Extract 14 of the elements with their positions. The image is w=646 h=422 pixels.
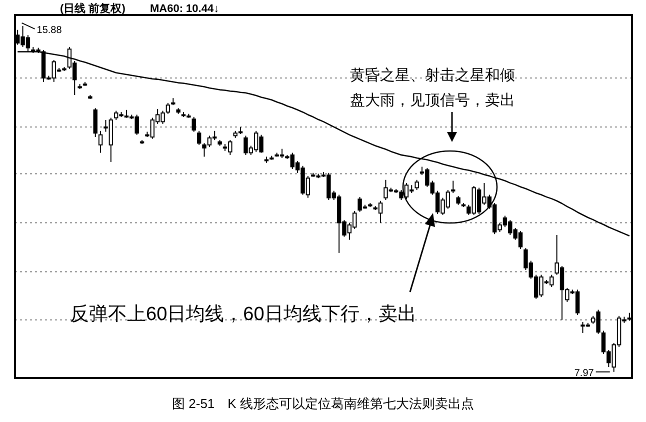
caption: 图 2-51 K 线形态可以定位葛南维第七大法则卖出点 — [172, 396, 474, 411]
candlestick — [414, 179, 419, 190]
text: MA60: 10.44↓ — [150, 3, 220, 15]
annotation: 15.88 — [36, 24, 62, 36]
candlestick — [93, 108, 98, 138]
candlestick — [451, 180, 456, 194]
candlestick — [192, 116, 196, 132]
annotation: 7.97 — [574, 368, 594, 379]
annotation: 黄昏之星、射击之星和倾盘大雨，见顶信号，卖出 — [350, 67, 515, 109]
candlestick — [166, 102, 170, 114]
chart-title: (日线 前复权) — [60, 2, 126, 15]
candlestick — [98, 130, 103, 154]
annotation: 反弹不上60日均线，60日均线下行，卖出 — [70, 304, 416, 325]
candlestick — [196, 130, 202, 146]
